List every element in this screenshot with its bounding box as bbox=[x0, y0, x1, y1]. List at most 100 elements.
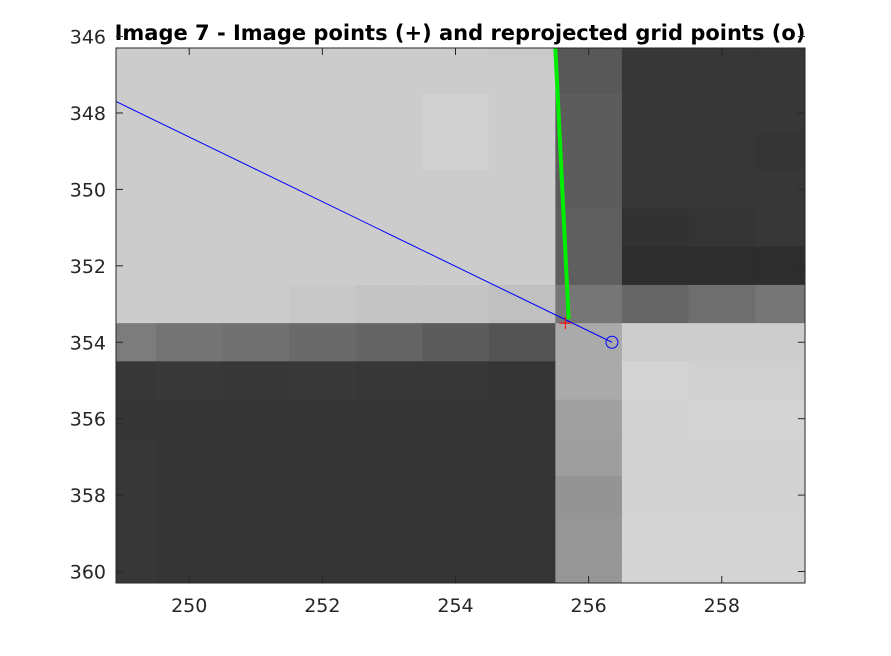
image-pixel bbox=[116, 514, 157, 554]
image-pixel bbox=[488, 552, 556, 583]
image-pixel bbox=[222, 514, 290, 554]
image-pixel bbox=[155, 361, 224, 401]
image-pixel bbox=[155, 284, 224, 324]
image-pixel bbox=[555, 361, 623, 401]
reprojected-point-marker bbox=[605, 335, 619, 349]
image-pixel bbox=[422, 399, 490, 439]
image-pixel bbox=[289, 170, 357, 210]
image-pixel bbox=[222, 246, 290, 286]
image-pixel bbox=[755, 514, 805, 554]
image-pixel bbox=[422, 55, 490, 95]
y-tick-label: 348 bbox=[70, 103, 106, 125]
overlay-layer bbox=[116, 48, 619, 349]
image-pixel bbox=[755, 361, 805, 401]
image-pixel bbox=[222, 552, 290, 583]
image-pixel bbox=[755, 48, 805, 57]
image-pixel bbox=[222, 361, 290, 401]
image-pixel bbox=[155, 246, 224, 286]
y-tick-label: 354 bbox=[70, 332, 106, 354]
image-pixel bbox=[289, 552, 357, 583]
image-pixel bbox=[621, 132, 690, 171]
image-pixel bbox=[422, 284, 490, 324]
image-pixel bbox=[155, 208, 224, 248]
image-pixel bbox=[422, 437, 490, 477]
image-pixel bbox=[289, 476, 357, 515]
image-pixel bbox=[222, 399, 290, 439]
image-pixel bbox=[155, 514, 224, 554]
image-pixel bbox=[688, 170, 756, 210]
image-pixel bbox=[116, 361, 157, 401]
image-pixel bbox=[222, 323, 290, 362]
image-pixel bbox=[289, 361, 357, 401]
image-pixel bbox=[155, 132, 224, 171]
image-pixel bbox=[555, 437, 623, 477]
image-pixel bbox=[355, 132, 423, 171]
image-pixel bbox=[555, 323, 623, 362]
x-tick-label: 250 bbox=[171, 595, 207, 617]
image-pixel bbox=[555, 93, 623, 133]
image-pixel bbox=[155, 323, 224, 362]
image-pixel bbox=[488, 437, 556, 477]
chart-title: Image 7 - Image points (+) and reproject… bbox=[115, 21, 806, 45]
y-tick-label: 346 bbox=[70, 27, 106, 49]
image-pixel bbox=[688, 323, 756, 362]
image-pixel bbox=[222, 476, 290, 515]
image-pixel bbox=[621, 48, 690, 57]
image-pixel bbox=[422, 323, 490, 362]
image-pixel bbox=[688, 284, 756, 324]
image-pixel bbox=[422, 361, 490, 401]
image-pixel bbox=[155, 552, 224, 583]
tick-layer: 250 252 254 256 258 346 348 350 352 354 356 358 360 bbox=[70, 27, 805, 617]
y-tick-label: 358 bbox=[70, 485, 106, 507]
image-pixel bbox=[355, 323, 423, 362]
image-pixel bbox=[289, 437, 357, 477]
image-pixel bbox=[555, 514, 623, 554]
image-pixel bbox=[488, 93, 556, 133]
image-pixel bbox=[688, 399, 756, 439]
image-pixel bbox=[155, 55, 224, 95]
image-pixel bbox=[488, 246, 556, 286]
image-pixel bbox=[422, 132, 490, 171]
image-pixel bbox=[355, 437, 423, 477]
image-pixel bbox=[289, 93, 357, 133]
image-point-marker bbox=[559, 317, 572, 330]
image-pixel bbox=[289, 55, 357, 95]
image-pixel bbox=[555, 132, 623, 171]
image-pixel bbox=[688, 55, 756, 95]
image-pixel bbox=[488, 514, 556, 554]
image-pixel bbox=[422, 476, 490, 515]
image-pixel bbox=[621, 361, 690, 401]
image-pixel bbox=[488, 323, 556, 362]
image-pixel bbox=[355, 208, 423, 248]
image-pixel bbox=[116, 208, 157, 248]
image-pixel bbox=[155, 170, 224, 210]
image-pixel bbox=[755, 284, 805, 324]
image-pixel bbox=[555, 170, 623, 210]
image-pixel bbox=[488, 476, 556, 515]
image-pixel bbox=[289, 323, 357, 362]
reprojection-line bbox=[116, 101, 613, 343]
image-pixel bbox=[422, 552, 490, 583]
image-pixel bbox=[289, 132, 357, 171]
y-tick-label: 356 bbox=[70, 409, 106, 431]
y-tick-label: 352 bbox=[70, 256, 106, 278]
image-pixel bbox=[355, 284, 423, 324]
image-pixel bbox=[688, 361, 756, 401]
image-pixel bbox=[289, 284, 357, 324]
image-pixel bbox=[621, 93, 690, 133]
image-pixel bbox=[621, 437, 690, 477]
image-pixel bbox=[222, 55, 290, 95]
image-pixel bbox=[222, 48, 290, 57]
x-tick-label: 256 bbox=[571, 595, 607, 617]
image-pixel bbox=[116, 437, 157, 477]
image-pixel bbox=[755, 55, 805, 95]
image-pixel bbox=[555, 55, 623, 95]
image-pixel bbox=[116, 132, 157, 171]
image-pixel bbox=[621, 208, 690, 248]
image-pixel bbox=[222, 437, 290, 477]
image-pixel bbox=[422, 170, 490, 210]
image-pixel bbox=[755, 437, 805, 477]
x-tick-label: 254 bbox=[437, 595, 473, 617]
image-pixel bbox=[488, 284, 556, 324]
image-pixel bbox=[355, 514, 423, 554]
